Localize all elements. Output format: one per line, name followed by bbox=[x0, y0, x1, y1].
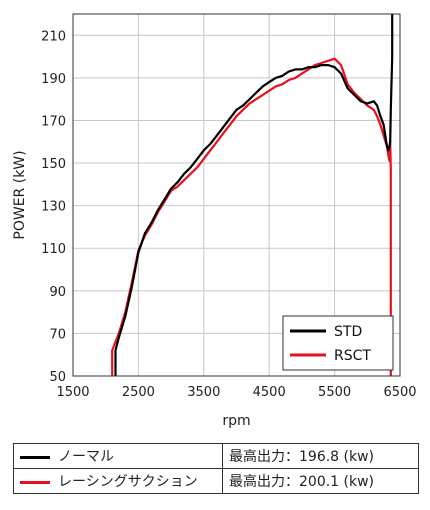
y-tick-label: 90 bbox=[49, 285, 66, 300]
y-tick-label: 70 bbox=[49, 327, 66, 342]
row-name-racing-suction: レーシングサクション bbox=[58, 474, 198, 490]
y-tick-label: 150 bbox=[41, 157, 66, 172]
spec-table: ノーマル 最高出力：196.8 (kw) レーシングサクション 最高出力：200… bbox=[13, 443, 419, 494]
legend-label-std: STD bbox=[334, 324, 362, 340]
name-cell: レーシングサクション bbox=[13, 468, 223, 494]
row-name-normal: ノーマル bbox=[58, 449, 114, 465]
tick-labels: 1500 2500 3500 4500 5500 6500 50 70 90 110 130 150 1… bbox=[41, 29, 416, 400]
legend-label-rsct: RSCT bbox=[334, 348, 371, 364]
y-tick-label: 110 bbox=[41, 242, 66, 257]
y-tick-label: 130 bbox=[41, 200, 66, 215]
x-tick-label: 1500 bbox=[56, 385, 89, 400]
legend: STD RSCT bbox=[282, 315, 394, 371]
legend-box bbox=[282, 315, 394, 371]
x-tick-label: 5500 bbox=[318, 385, 351, 400]
y-tick-label: 50 bbox=[49, 370, 66, 385]
x-axis-label: rpm bbox=[222, 413, 250, 429]
series-lines bbox=[111, 14, 394, 376]
table-row: レーシングサクション 最高出力：200.1 (kw) bbox=[13, 468, 419, 494]
swatch-racing-suction bbox=[20, 480, 50, 484]
y-tick-label: 210 bbox=[41, 29, 66, 44]
x-tick-label: 2500 bbox=[122, 385, 155, 400]
x-tick-label: 4500 bbox=[253, 385, 286, 400]
value-cell: 最高出力：200.1 (kw) bbox=[222, 468, 419, 494]
power-chart: 1500 2500 3500 4500 5500 6500 50 70 90 110 130 150 1… bbox=[12, 13, 417, 429]
table-row: ノーマル 最高出力：196.8 (kw) bbox=[13, 443, 419, 469]
y-tick-label: 190 bbox=[41, 72, 66, 87]
x-tick-label: 3500 bbox=[187, 385, 220, 400]
y-tick-label: 170 bbox=[41, 114, 66, 129]
value-cell: 最高出力：196.8 (kw) bbox=[222, 443, 419, 469]
plot-frame bbox=[72, 13, 401, 377]
y-axis-label: POWER (kW) bbox=[12, 150, 28, 239]
swatch-normal bbox=[20, 455, 50, 459]
series-line-std bbox=[114, 14, 394, 376]
x-tick-label: 6500 bbox=[383, 385, 416, 400]
name-cell: ノーマル bbox=[13, 443, 223, 469]
series-line-rsct bbox=[111, 57, 392, 376]
